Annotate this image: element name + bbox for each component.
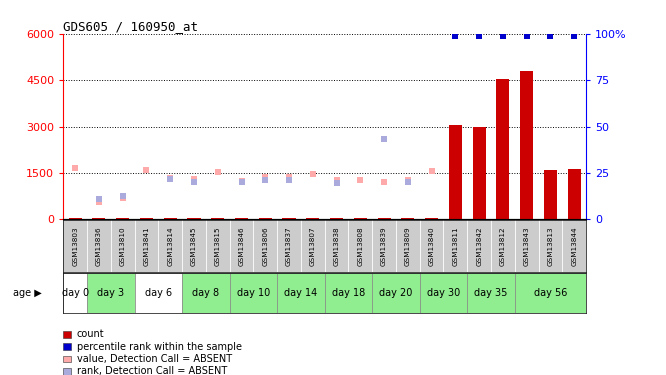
Bar [372,273,420,313]
Text: GSM13808: GSM13808 [358,226,364,266]
Text: day 14: day 14 [284,288,318,298]
Bar [468,273,515,313]
Bar [116,218,129,219]
Text: day 30: day 30 [427,288,460,298]
Bar [496,79,509,219]
Text: day 35: day 35 [474,288,507,298]
Text: GSM13836: GSM13836 [96,226,102,266]
Bar [420,273,468,313]
Text: GSM13838: GSM13838 [334,226,340,266]
Text: GSM13844: GSM13844 [571,226,577,266]
Bar [69,218,82,219]
Bar [306,218,319,219]
Text: day 10: day 10 [236,288,270,298]
Text: GSM13815: GSM13815 [214,226,220,266]
Text: GSM13806: GSM13806 [262,226,268,266]
Text: GSM13839: GSM13839 [381,226,387,266]
Bar [93,218,105,219]
Text: day 3: day 3 [97,288,125,298]
Bar [277,273,325,313]
Text: day 0: day 0 [61,288,89,298]
Bar [182,273,230,313]
Bar [211,218,224,219]
Bar [135,273,182,313]
Text: GSM13842: GSM13842 [476,226,482,266]
Text: rank, Detection Call = ABSENT: rank, Detection Call = ABSENT [77,366,227,375]
Bar [258,218,272,219]
Text: age ▶: age ▶ [13,288,42,298]
Text: GSM13813: GSM13813 [547,226,553,266]
Bar [330,218,343,219]
Bar [140,218,153,219]
Text: percentile rank within the sample: percentile rank within the sample [77,342,242,351]
Bar [515,273,586,313]
Bar [63,273,87,313]
Text: GSM13846: GSM13846 [238,226,244,266]
Bar [230,273,277,313]
Bar [282,218,296,219]
Text: day 6: day 6 [145,288,172,298]
Text: GSM13812: GSM13812 [500,226,506,266]
Text: GSM13840: GSM13840 [429,226,435,266]
Bar [402,218,414,219]
Text: GSM13809: GSM13809 [405,226,411,266]
Text: day 8: day 8 [192,288,219,298]
Text: day 20: day 20 [379,288,413,298]
Text: GDS605 / 160950_at: GDS605 / 160950_at [63,20,198,33]
Bar [235,218,248,219]
Bar [425,218,438,219]
Bar [164,218,176,219]
Bar [449,125,462,219]
Bar [567,169,581,219]
Bar [187,218,200,219]
Text: GSM13811: GSM13811 [452,226,458,266]
Bar [354,218,367,219]
Bar [87,273,135,313]
Text: GSM13803: GSM13803 [72,226,78,266]
Bar [378,218,391,219]
Text: day 18: day 18 [332,288,365,298]
Bar [544,170,557,219]
Text: GSM13814: GSM13814 [167,226,173,266]
Bar [325,273,372,313]
Bar [473,127,486,219]
Text: GSM13810: GSM13810 [120,226,126,266]
Text: GSM13843: GSM13843 [523,226,529,266]
Text: value, Detection Call = ABSENT: value, Detection Call = ABSENT [77,354,232,364]
Text: GSM13807: GSM13807 [310,226,316,266]
Text: GSM13845: GSM13845 [191,226,197,266]
Text: GSM13841: GSM13841 [143,226,149,266]
Bar [520,72,533,219]
Text: day 56: day 56 [533,288,567,298]
Text: GSM13837: GSM13837 [286,226,292,266]
Text: count: count [77,329,104,339]
